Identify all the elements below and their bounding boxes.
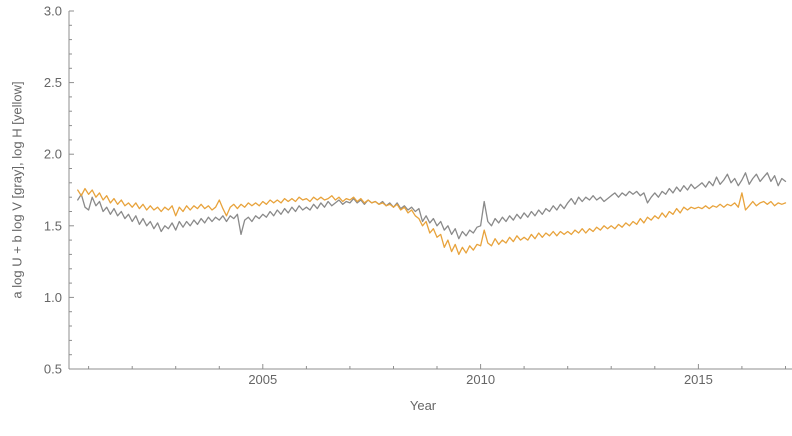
plot-layer: 2005 2010 2015 0.5 1.0 1.5 2.0 2.5 3.0	[44, 4, 792, 387]
x-tick-label: 2005	[248, 372, 277, 387]
y-tick-label: 2.0	[44, 147, 62, 162]
series-gray-line	[77, 172, 787, 240]
y-tick-label: 1.5	[44, 218, 62, 233]
x-tick-label: 2010	[466, 372, 495, 387]
y-tick-label: 2.5	[44, 75, 62, 90]
series-yellow-line	[77, 187, 787, 256]
y-tick-label: 3.0	[44, 4, 62, 19]
y-tick-label: 0.5	[44, 362, 62, 377]
x-axis-title: Year	[410, 398, 437, 413]
y-axis-title: a log U + b log V [gray], log H [yellow]	[10, 81, 25, 298]
x-tick-label: 2015	[684, 372, 713, 387]
y-tick-label: 1.0	[44, 290, 62, 305]
